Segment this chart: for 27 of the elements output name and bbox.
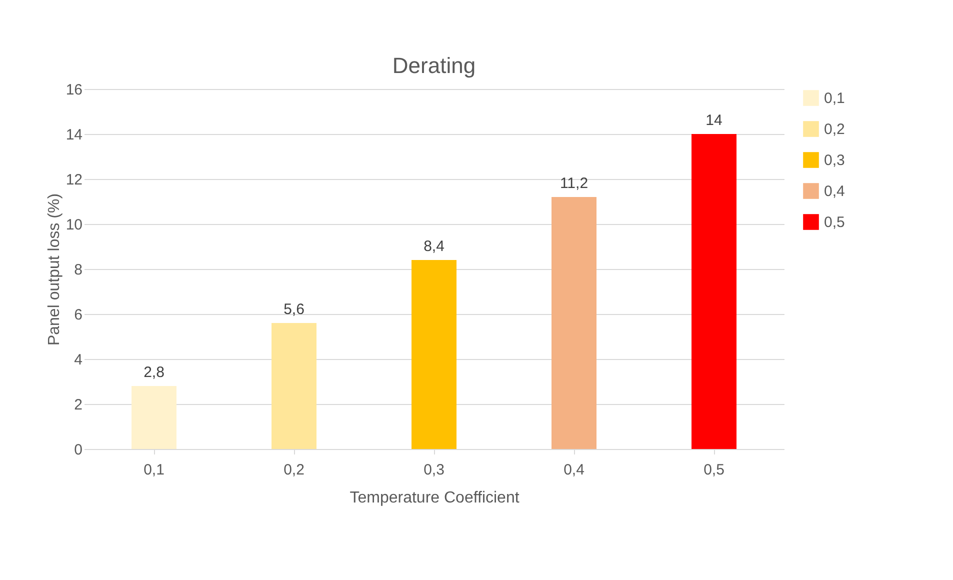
legend-label: 0,3 (824, 152, 845, 169)
legend-label: 0,4 (824, 183, 845, 200)
x-tick-label: 0,3 (424, 462, 444, 478)
x-tick-label: 0,4 (564, 462, 584, 478)
y-tick-label: 6 (74, 306, 82, 324)
data-label: 5,6 (284, 301, 304, 318)
y-axis-title: Panel output loss (%) (46, 193, 63, 346)
data-label: 8,4 (424, 238, 444, 255)
x-tick-label: 0,5 (704, 462, 724, 478)
x-tick-label: 0,1 (144, 462, 164, 478)
data-label: 14 (706, 112, 722, 129)
y-tick-label: 0 (74, 442, 82, 458)
legend-label: 0,1 (824, 90, 845, 107)
y-tick-label: 8 (74, 262, 82, 278)
legend-label: 0,5 (824, 214, 845, 231)
y-tick-label: 12 (66, 172, 82, 188)
y-tick-label: 14 (66, 126, 82, 144)
chart-title: Derating (392, 53, 476, 78)
x-tick-label: 0,2 (284, 462, 304, 478)
data-label: 11,2 (560, 175, 588, 192)
data-label: 2,8 (144, 364, 164, 381)
y-tick-label: 2 (74, 396, 82, 414)
x-axis-title: Temperature Coefficient (350, 490, 520, 506)
y-tick-label: 4 (74, 352, 82, 368)
y-tick-label: 16 (66, 82, 82, 98)
y-tick-label: 10 (66, 216, 82, 234)
legend-label: 0,2 (824, 121, 845, 138)
